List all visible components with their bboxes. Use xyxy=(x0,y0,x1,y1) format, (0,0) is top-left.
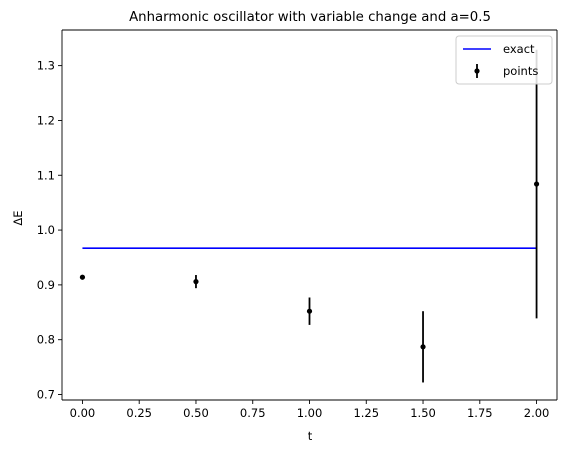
legend-swatch-points-dot xyxy=(474,68,480,74)
x-axis-label: t xyxy=(308,429,313,443)
data-point xyxy=(420,344,426,350)
legend: exact points xyxy=(455,35,553,85)
y-tick-label: 0.8 xyxy=(37,333,55,347)
legend-label-points: points xyxy=(503,64,538,78)
x-tick-label: 1.50 xyxy=(410,406,436,420)
x-tick-label: 0.00 xyxy=(70,406,96,420)
x-tick-label: 1.25 xyxy=(353,406,379,420)
y-tick-label: 1.2 xyxy=(37,113,55,127)
y-tick-label: 0.7 xyxy=(37,388,55,402)
y-tick-label: 1.3 xyxy=(37,59,55,73)
data-point xyxy=(193,279,199,285)
y-tick-label: 1.0 xyxy=(37,223,55,237)
data-point xyxy=(306,308,313,314)
data-point xyxy=(79,274,86,280)
y-axis-label: ΔE xyxy=(11,210,25,225)
x-tick-label: 1.75 xyxy=(467,406,493,420)
plot-area xyxy=(62,30,557,400)
chart-title: Anharmonic oscillator with variable chan… xyxy=(129,10,491,25)
x-tick-label: 1.00 xyxy=(297,406,323,420)
legend-label-exact: exact xyxy=(503,42,535,56)
x-tick-label: 0.50 xyxy=(183,406,209,420)
x-tick-label: 2.00 xyxy=(524,406,550,420)
y-tick-label: 0.9 xyxy=(37,278,55,292)
y-tick-label: 1.1 xyxy=(37,168,55,182)
data-point xyxy=(533,181,540,187)
legend-box xyxy=(455,35,553,85)
x-tick-label: 0.25 xyxy=(126,406,152,420)
x-tick-label: 0.75 xyxy=(240,406,266,420)
